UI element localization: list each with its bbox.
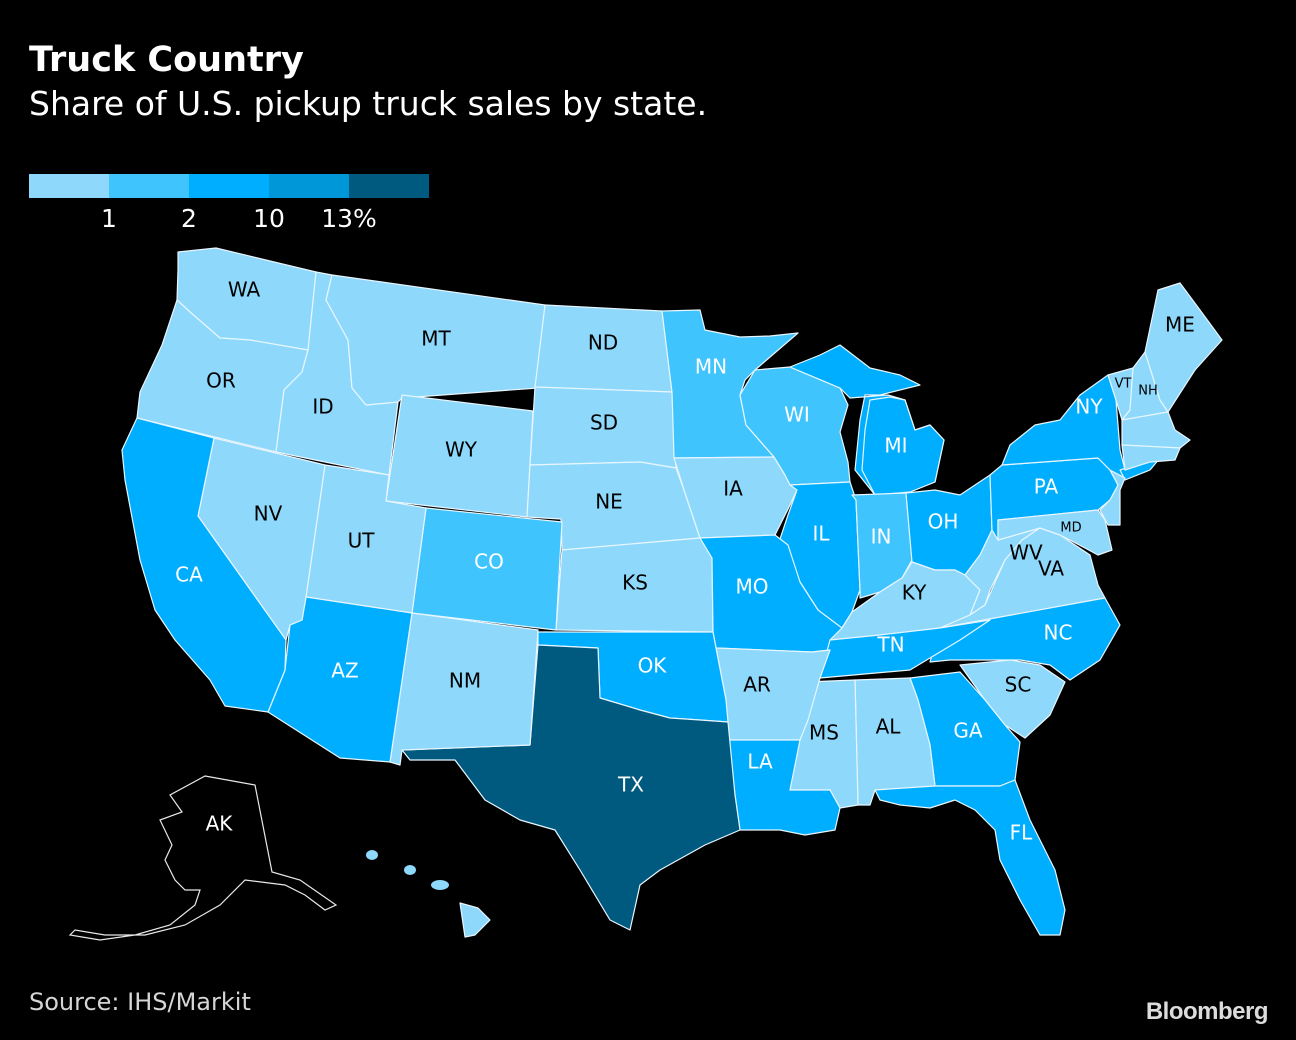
label-id: ID (312, 395, 333, 419)
bloomberg-logo: Bloomberg (1145, 998, 1269, 1025)
label-nv: NV (254, 502, 283, 526)
label-la: LA (747, 750, 773, 774)
state-hi[interactable] (459, 902, 491, 938)
state-md-de[interactable] (997, 509, 1113, 556)
legend-swatch-3 (189, 174, 269, 198)
label-tn: TN (876, 633, 904, 657)
state-fl[interactable] (874, 779, 1066, 936)
legend-swatch-5 (349, 174, 429, 198)
legend-label: 10 (253, 204, 285, 233)
state-tn[interactable] (819, 619, 991, 679)
label-ca: CA (175, 563, 203, 587)
label-wa: WA (228, 278, 261, 302)
label-nh: NH (1138, 384, 1158, 399)
label-ga: GA (953, 719, 982, 743)
label-nc: NC (1044, 621, 1073, 645)
state-labels: WA OR ID MT WY ND SD NE KS IA NV UT CO N… (175, 278, 1195, 845)
color-legend (29, 174, 429, 198)
label-sc: SC (1005, 673, 1032, 697)
state-ca[interactable] (121, 417, 287, 713)
label-ak: AK (206, 812, 234, 836)
label-wv: WV (1009, 541, 1043, 565)
label-wi: WI (784, 403, 810, 427)
label-nm: NM (449, 669, 481, 693)
label-va: VA (1038, 557, 1064, 581)
label-ut: UT (348, 529, 376, 553)
label-ny: NY (1075, 395, 1103, 419)
state-nj[interactable] (1099, 469, 1126, 526)
label-ms: MS (809, 721, 839, 745)
label-fl: FL (1010, 821, 1034, 845)
label-vt: VT (1115, 377, 1132, 392)
label-ia: IA (723, 477, 743, 501)
legend-swatch-1 (29, 174, 109, 198)
state-hi-island (431, 880, 449, 890)
label-ne: NE (595, 490, 623, 514)
source-note: Source: IHS/Markit (29, 988, 251, 1016)
label-ky: KY (902, 581, 927, 605)
state-nc[interactable] (929, 597, 1121, 681)
state-hi-island (404, 865, 416, 875)
label-in: IN (871, 525, 892, 549)
state-ak[interactable] (68, 775, 338, 941)
label-az: AZ (331, 659, 358, 683)
state-me[interactable] (1144, 282, 1223, 413)
legend-labels: 1 2 10 13% (29, 204, 429, 234)
label-nd: ND (588, 331, 618, 355)
label-mt: MT (421, 327, 451, 351)
legend-swatch-4 (269, 174, 349, 198)
label-ar: AR (743, 673, 771, 697)
label-al: AL (876, 715, 902, 739)
label-or: OR (206, 369, 236, 393)
legend-label: 2 (181, 204, 197, 233)
state-hi-island (366, 850, 378, 860)
chart-subtitle: Share of U.S. pickup truck sales by stat… (29, 84, 708, 123)
label-md: MD (1060, 521, 1081, 536)
label-mn: MN (695, 355, 727, 379)
label-mo: MO (736, 575, 769, 599)
label-ok: OK (638, 654, 668, 678)
label-co: CO (474, 550, 504, 574)
label-mi: MI (884, 434, 907, 458)
label-sd: SD (590, 411, 618, 435)
label-oh: OH (928, 510, 959, 534)
label-me: ME (1165, 313, 1195, 337)
label-il: IL (812, 522, 830, 546)
state-ct-ri[interactable] (1121, 444, 1181, 471)
state-mi-lower[interactable] (861, 396, 945, 496)
legend-swatch-2 (109, 174, 189, 198)
label-ks: KS (622, 571, 648, 595)
legend-label: 13% (321, 204, 377, 233)
chart-title: Truck Country (29, 40, 304, 80)
label-pa: PA (1034, 475, 1059, 499)
label-tx: TX (617, 773, 644, 797)
legend-label: 1 (101, 204, 117, 233)
state-tx[interactable] (401, 644, 741, 931)
label-wy: WY (445, 438, 478, 462)
